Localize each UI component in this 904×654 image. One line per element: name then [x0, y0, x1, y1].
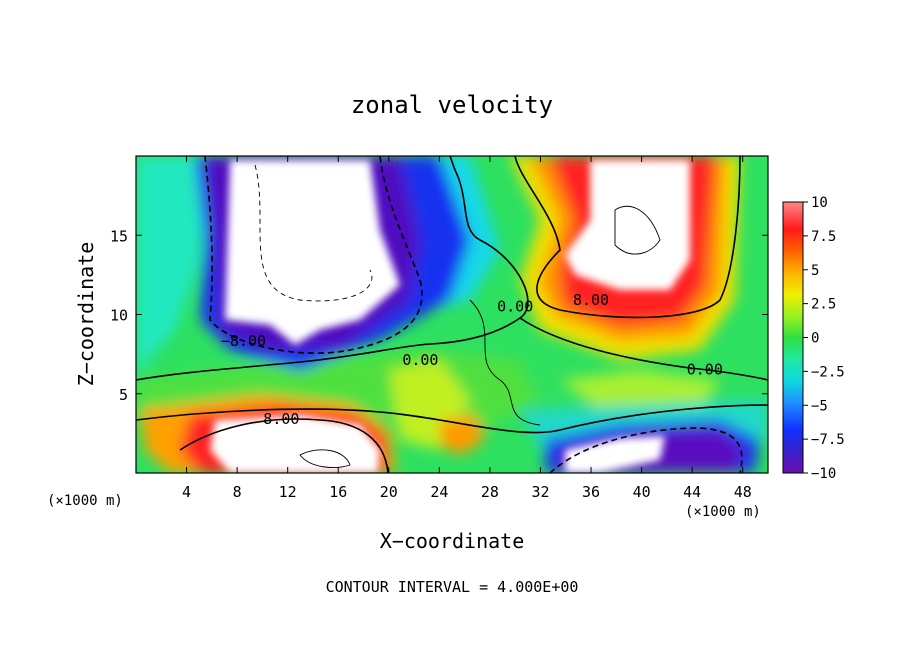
contour-positive-lower: [179, 418, 389, 473]
contour-lines-thin: [254, 164, 661, 468]
x-tick-label: 40: [633, 483, 651, 501]
colorbar-tick-label: 0: [811, 331, 819, 347]
colorbar-fill: [782, 201, 804, 474]
colorbar-tick-label: −2.5: [811, 364, 845, 380]
contour-zero-upper: [136, 156, 529, 381]
y-tick-label: 10: [110, 307, 128, 325]
x-tick-label: 16: [329, 483, 347, 501]
contour-zero-right: [519, 317, 768, 381]
contour-value-label: 0.00: [402, 351, 438, 369]
field-core-lower-right: [565, 436, 665, 473]
x-tick-label: 36: [582, 483, 600, 501]
contour-lines: [136, 156, 768, 473]
contour-negative-upper: [204, 156, 423, 354]
x-tick-label: 48: [734, 483, 752, 501]
colorbar-tick-label: −7.5: [811, 432, 845, 448]
y-axis-label: Z−coordinate: [74, 242, 98, 387]
contour-thin-center: [469, 299, 541, 426]
colorbar-tick-label: −5: [811, 398, 828, 414]
x-unit-left: (×1000 m): [47, 493, 123, 509]
colorbar-tick-label: −10: [811, 466, 836, 482]
y-tick-label: 15: [110, 227, 128, 245]
field-core-upper-left: [225, 160, 400, 345]
x-tick-label: 28: [481, 483, 499, 501]
contour-negative-lower: [549, 427, 743, 473]
x-tick-label: 12: [279, 483, 297, 501]
x-tick-label: 32: [531, 483, 549, 501]
contour-value-label: 0.00: [497, 297, 533, 315]
x-axis: 4 8 12 16 20 24 28 32 36 40 44 48: [182, 156, 752, 501]
contour-thin-lower-left: [299, 449, 351, 468]
y-axis: 5 10 15: [110, 227, 768, 404]
contour-thin-upper-right: [614, 205, 661, 255]
chart-title: zonal velocity: [351, 91, 553, 119]
x-tick-label: 20: [380, 483, 398, 501]
colorbar-tick-label: 5: [811, 263, 819, 279]
y-tick-label: 5: [119, 386, 128, 404]
contour-zero-lower: [136, 404, 768, 434]
field-zone-lime-right: [560, 370, 720, 410]
contour-positive-upper: [514, 156, 741, 319]
colorbar-tick-label: 2.5: [811, 297, 836, 313]
field-core-upper-right: [565, 160, 690, 290]
x-tick-label: 4: [182, 483, 191, 501]
colorbar: 10 7.5 5 2.5 0 −2.5 −5 −7.5 −10: [782, 195, 845, 482]
velocity-field: −8.00 0.00 0.00 8.00 0.00 8.00: [136, 156, 768, 473]
x-tick-label: 44: [683, 483, 701, 501]
contour-labels: −8.00 0.00 0.00 8.00 0.00 8.00: [221, 291, 723, 428]
colorbar-tick-label: 10: [811, 195, 828, 211]
x-axis-label: X−coordinate: [380, 529, 525, 553]
colorbar-ticks: 10 7.5 5 2.5 0 −2.5 −5 −7.5 −10: [803, 195, 845, 482]
contour-value-label: 0.00: [687, 361, 723, 379]
contour-value-label: 8.00: [573, 291, 609, 309]
contour-thin-upper-left: [254, 164, 373, 302]
contour-value-label: 8.00: [263, 410, 299, 428]
contour-value-label: −8.00: [221, 332, 266, 350]
x-unit-right: (×1000 m): [685, 504, 761, 520]
field-core-lower-left: [210, 415, 380, 473]
contour-interval-note: CONTOUR INTERVAL = 4.000E+00: [326, 578, 579, 596]
colorbar-tick-label: 7.5: [811, 229, 836, 245]
field-zone-cyan-left: [136, 156, 210, 370]
x-tick-label: 24: [430, 483, 448, 501]
x-tick-label: 8: [233, 483, 242, 501]
